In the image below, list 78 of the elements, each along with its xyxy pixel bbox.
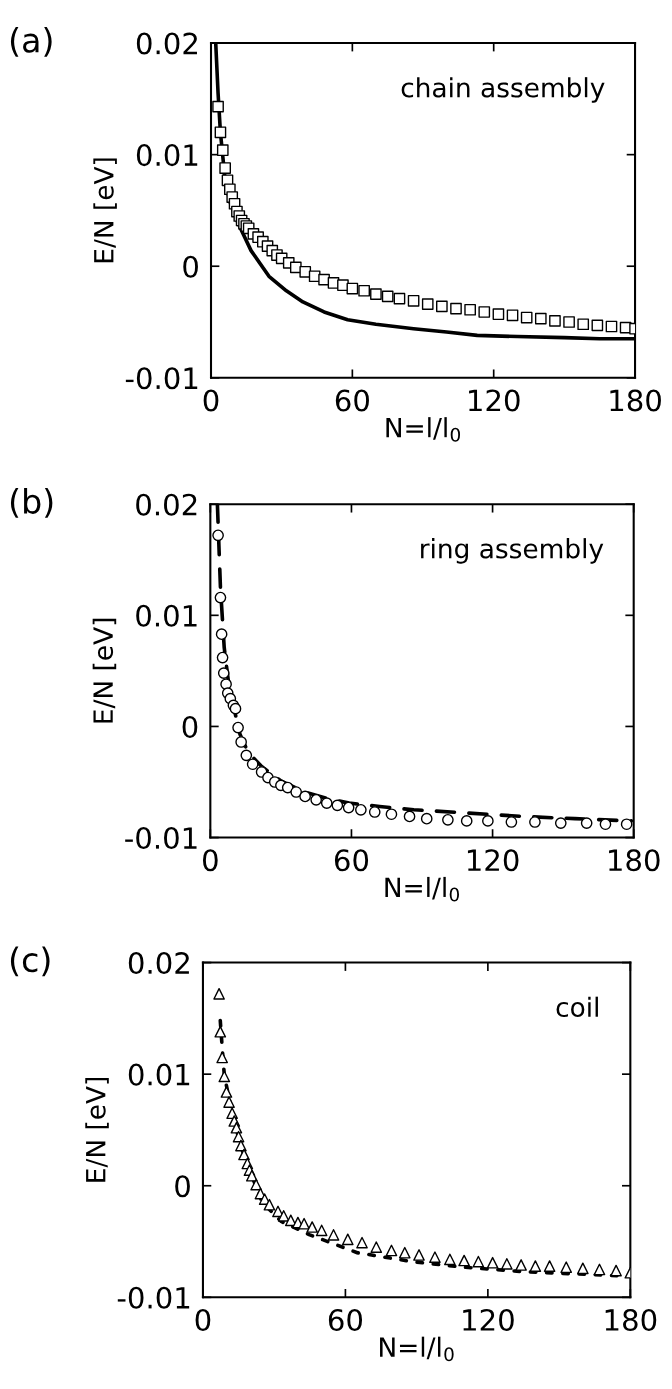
point	[299, 790, 311, 803]
x-tick-label: 60	[328, 1308, 363, 1332]
chart-title: (a)	[10, 26, 52, 57]
point	[263, 1198, 276, 1211]
point	[577, 318, 590, 331]
y-tick-label: 0.01	[128, 1063, 190, 1086]
x-tick-label: 180	[609, 849, 660, 872]
point	[346, 282, 359, 295]
chart-title: (c)	[10, 946, 50, 977]
x-tick-label: 0	[202, 849, 218, 872]
y-tick-label: -0.01	[125, 367, 198, 390]
point	[421, 298, 434, 311]
y-tick-label: 0.01	[136, 604, 197, 627]
point	[478, 306, 491, 318]
point	[235, 736, 247, 748]
point	[393, 292, 406, 305]
point	[591, 319, 604, 332]
y-tick-label: -0.01	[125, 827, 197, 850]
point	[214, 126, 227, 139]
point	[492, 308, 505, 321]
point	[215, 628, 228, 641]
y-axis-title: E/N [eV]	[93, 158, 117, 263]
y-tick-label: 0.02	[136, 493, 197, 516]
y-tick-label: 0	[175, 1175, 190, 1198]
point	[232, 721, 244, 734]
point	[520, 311, 533, 324]
point	[381, 290, 394, 303]
point	[436, 300, 448, 313]
point	[407, 294, 420, 307]
point	[420, 812, 433, 825]
x-tick-label: 0	[203, 389, 219, 412]
point	[216, 1051, 229, 1064]
x-tick-label: 180	[605, 1308, 657, 1332]
point	[358, 284, 370, 297]
x-tick-label: 120	[463, 1308, 514, 1332]
x-tick-label: 60	[334, 849, 369, 872]
x-tick-label: 120	[467, 849, 519, 872]
point	[464, 303, 476, 316]
point	[460, 815, 473, 827]
x-tick-label: 180	[610, 389, 661, 412]
y-axis-title: E/N [eV]	[85, 1077, 109, 1182]
point	[281, 781, 294, 794]
x-tick-label: 60	[335, 389, 369, 412]
point	[223, 1096, 235, 1108]
point	[212, 529, 224, 542]
y-tick-label: 0	[182, 715, 198, 738]
y-tick-label: -0.01	[117, 1286, 190, 1309]
point	[212, 100, 224, 113]
y-axis-title: E/N [eV]	[92, 618, 117, 723]
annotation: chain assembly	[401, 77, 605, 103]
point	[450, 302, 462, 315]
point	[605, 320, 618, 333]
point	[563, 316, 575, 328]
point	[315, 1224, 328, 1237]
point	[398, 1246, 411, 1259]
point	[214, 591, 227, 604]
x-tick-label: 120	[469, 389, 520, 412]
point	[216, 144, 229, 157]
chart-title: (b)	[10, 488, 53, 518]
point	[246, 1169, 258, 1182]
y-tick-label: 0.02	[128, 952, 189, 975]
point	[506, 309, 519, 322]
point	[219, 162, 231, 174]
x-axis-title: N=l/l$_{0}$	[385, 876, 460, 902]
y-tick-label: 0.01	[136, 144, 198, 167]
annotation: coil	[556, 996, 598, 1018]
annotation: ring assembly	[421, 538, 604, 564]
point	[218, 1070, 231, 1083]
point	[549, 315, 561, 327]
point	[534, 312, 547, 325]
y-tick-label: 0	[183, 255, 198, 278]
point	[385, 808, 398, 821]
x-axis-title: N=l/l$_{0}$	[380, 1336, 454, 1362]
point	[370, 288, 382, 300]
y-tick-label: 0.02	[136, 32, 197, 55]
point	[413, 1249, 425, 1261]
x-axis-title: N=l/l$_{0}$	[386, 417, 461, 442]
point	[341, 1233, 354, 1246]
